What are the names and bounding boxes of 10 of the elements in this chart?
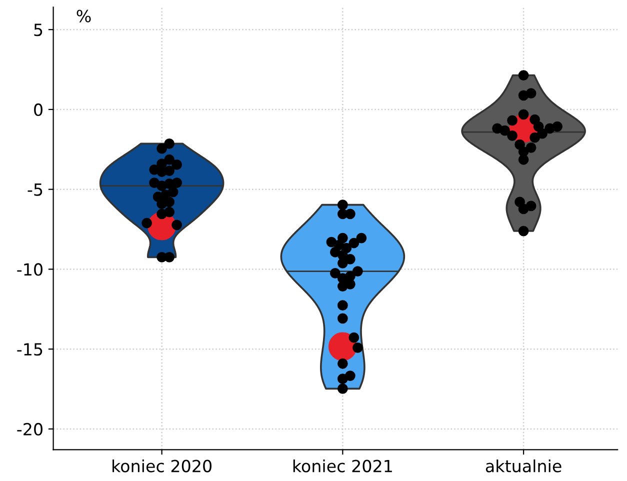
- x-tick-label: koniec 2021: [293, 459, 392, 472]
- y-tick-label: -15: [17, 343, 42, 356]
- y-tick-label: 5: [34, 24, 42, 36]
- y-tick-label: -5: [28, 184, 42, 196]
- y-tick-label: -20: [17, 422, 42, 436]
- y-axis-title: %: [76, 10, 91, 22]
- x-tick-label: koniec 2020: [112, 459, 212, 472]
- y-tick-label: -10: [17, 263, 42, 276]
- x-tick-label: aktualnie: [486, 459, 562, 472]
- y-tick-label: 0: [34, 103, 42, 116]
